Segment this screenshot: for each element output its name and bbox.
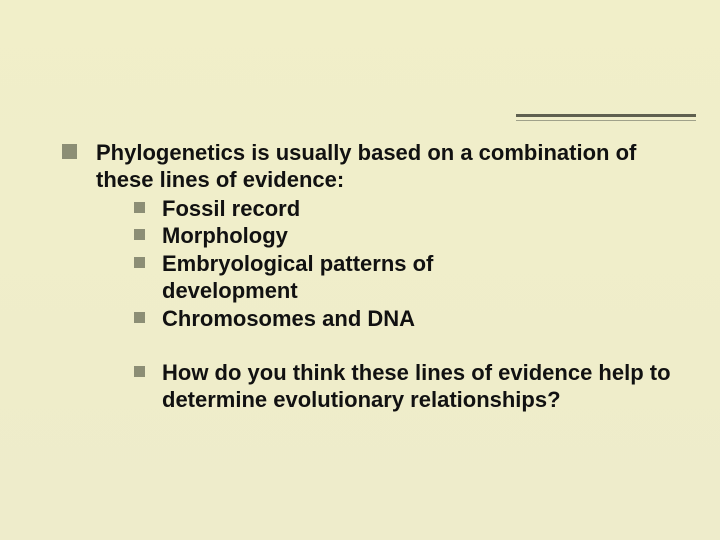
intro-text: Phylogenetics is usually based on a comb… [96,140,636,192]
square-bullet-icon [134,229,145,240]
list-item: Chromosomes and DNA [134,306,680,333]
square-bullet-icon [62,144,77,159]
list-item-label: Fossil record [162,196,300,221]
square-bullet-icon [134,202,145,213]
list-item: Morphology [134,223,680,250]
question-text: How do you think these lines of evidence… [162,360,671,412]
square-bullet-icon [134,257,145,268]
intro-paragraph: Phylogenetics is usually based on a comb… [62,140,680,413]
rule-thick [516,114,696,117]
spacer [134,333,680,359]
slide: Phylogenetics is usually based on a comb… [0,0,720,540]
title-rule [516,114,696,121]
list-item: Embryological patterns of development [134,251,464,305]
list-item-label: Morphology [162,223,288,248]
square-bullet-icon [134,312,145,323]
list-item-label: Embryological patterns of development [162,251,433,303]
slide-content: Phylogenetics is usually based on a comb… [62,140,680,413]
rule-thin [516,120,696,121]
square-bullet-icon [134,366,145,377]
list-item: Fossil record [134,196,680,223]
list-item-label: Chromosomes and DNA [162,306,415,331]
evidence-list: Fossil record Morphology Embryological p… [96,196,680,414]
question-item: How do you think these lines of evidence… [134,360,680,414]
